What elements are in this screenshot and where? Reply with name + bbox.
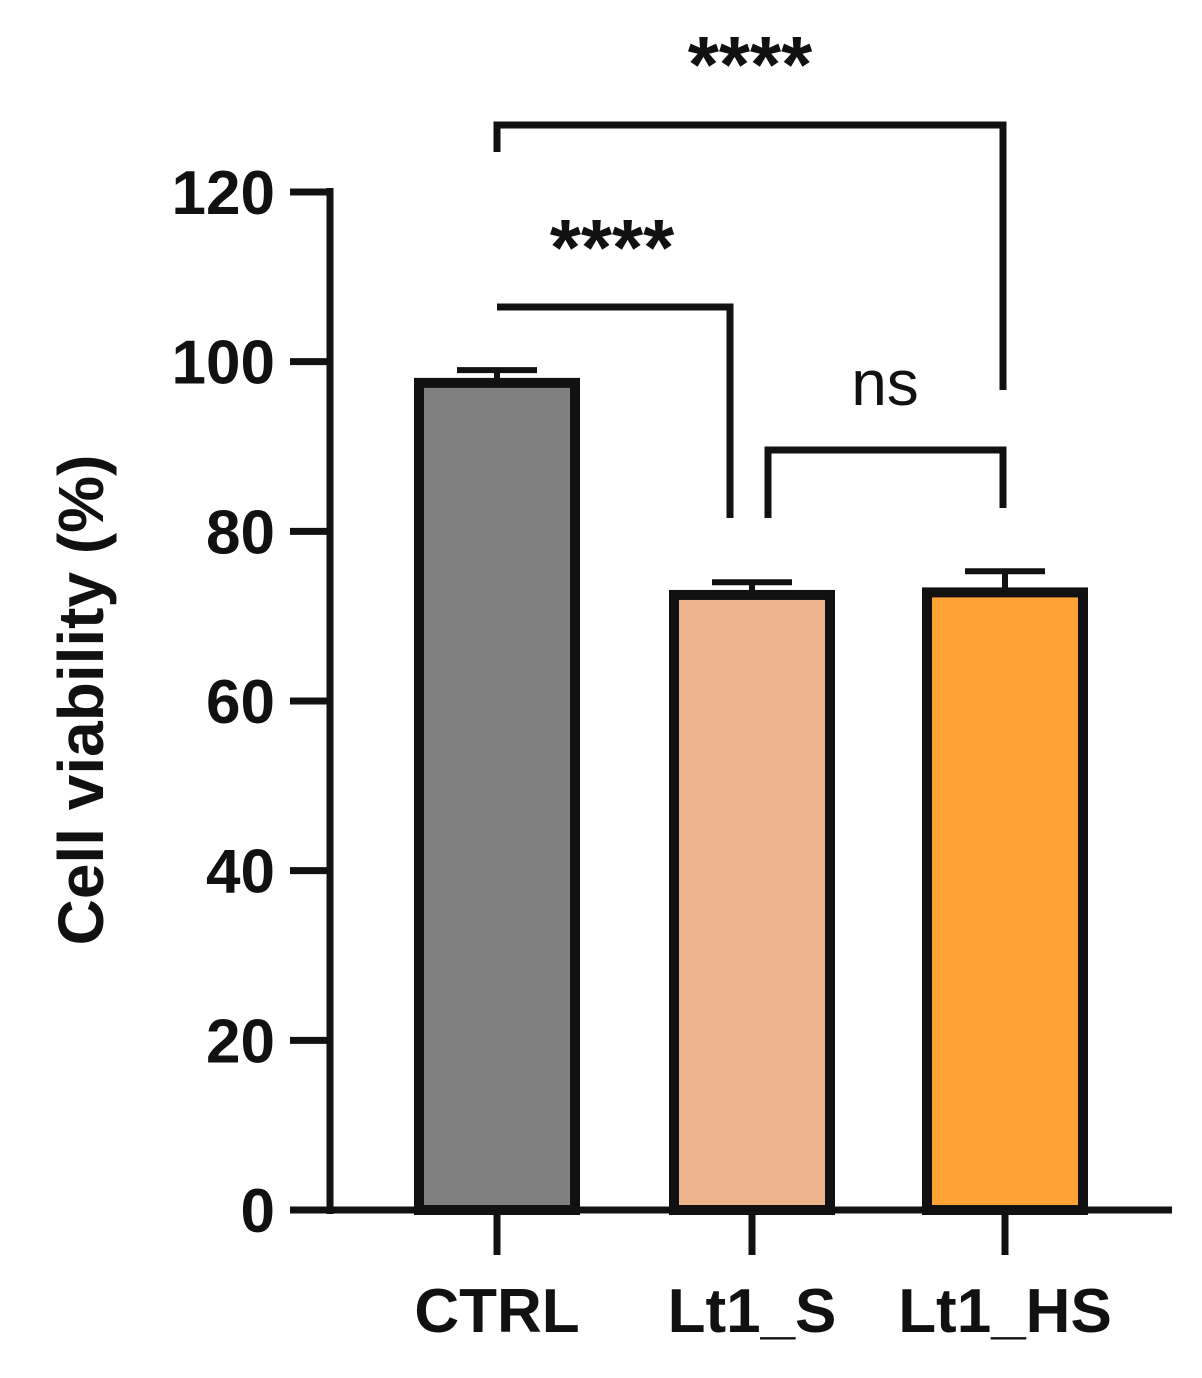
bar-lt1-hs — [922, 587, 1088, 1215]
y-tick-label: 0 — [241, 1177, 275, 1246]
x-tick-label: Lt1_S — [668, 1277, 837, 1346]
significance-bracket — [497, 303, 734, 518]
x-axis: CTRL Lt1_S Lt1_HS — [290, 1206, 1172, 1346]
x-tick-label: CTRL — [414, 1277, 579, 1346]
y-axis: 0 20 40 60 80 100 120 — [172, 159, 334, 1246]
y-tick-label: 120 — [172, 159, 275, 228]
significance-bracket — [764, 446, 1007, 518]
significance-label: **** — [550, 203, 675, 292]
significance-bracket — [493, 121, 1007, 390]
bar-ctrl — [414, 377, 580, 1215]
y-tick-label: 100 — [172, 329, 275, 398]
y-axis-title: Cell viability (%) — [45, 455, 117, 946]
significance-label: **** — [688, 20, 813, 109]
bars — [414, 367, 1088, 1215]
x-tick-label: Lt1_HS — [898, 1277, 1112, 1346]
y-tick-label: 80 — [206, 498, 275, 567]
significance-annotations: **** **** ns — [493, 20, 1007, 518]
y-tick-label: 60 — [206, 668, 275, 737]
y-tick-label: 40 — [206, 838, 275, 907]
y-tick-label: 20 — [206, 1007, 275, 1076]
significance-label: ns — [851, 347, 919, 419]
bar-lt1-s — [669, 589, 835, 1215]
